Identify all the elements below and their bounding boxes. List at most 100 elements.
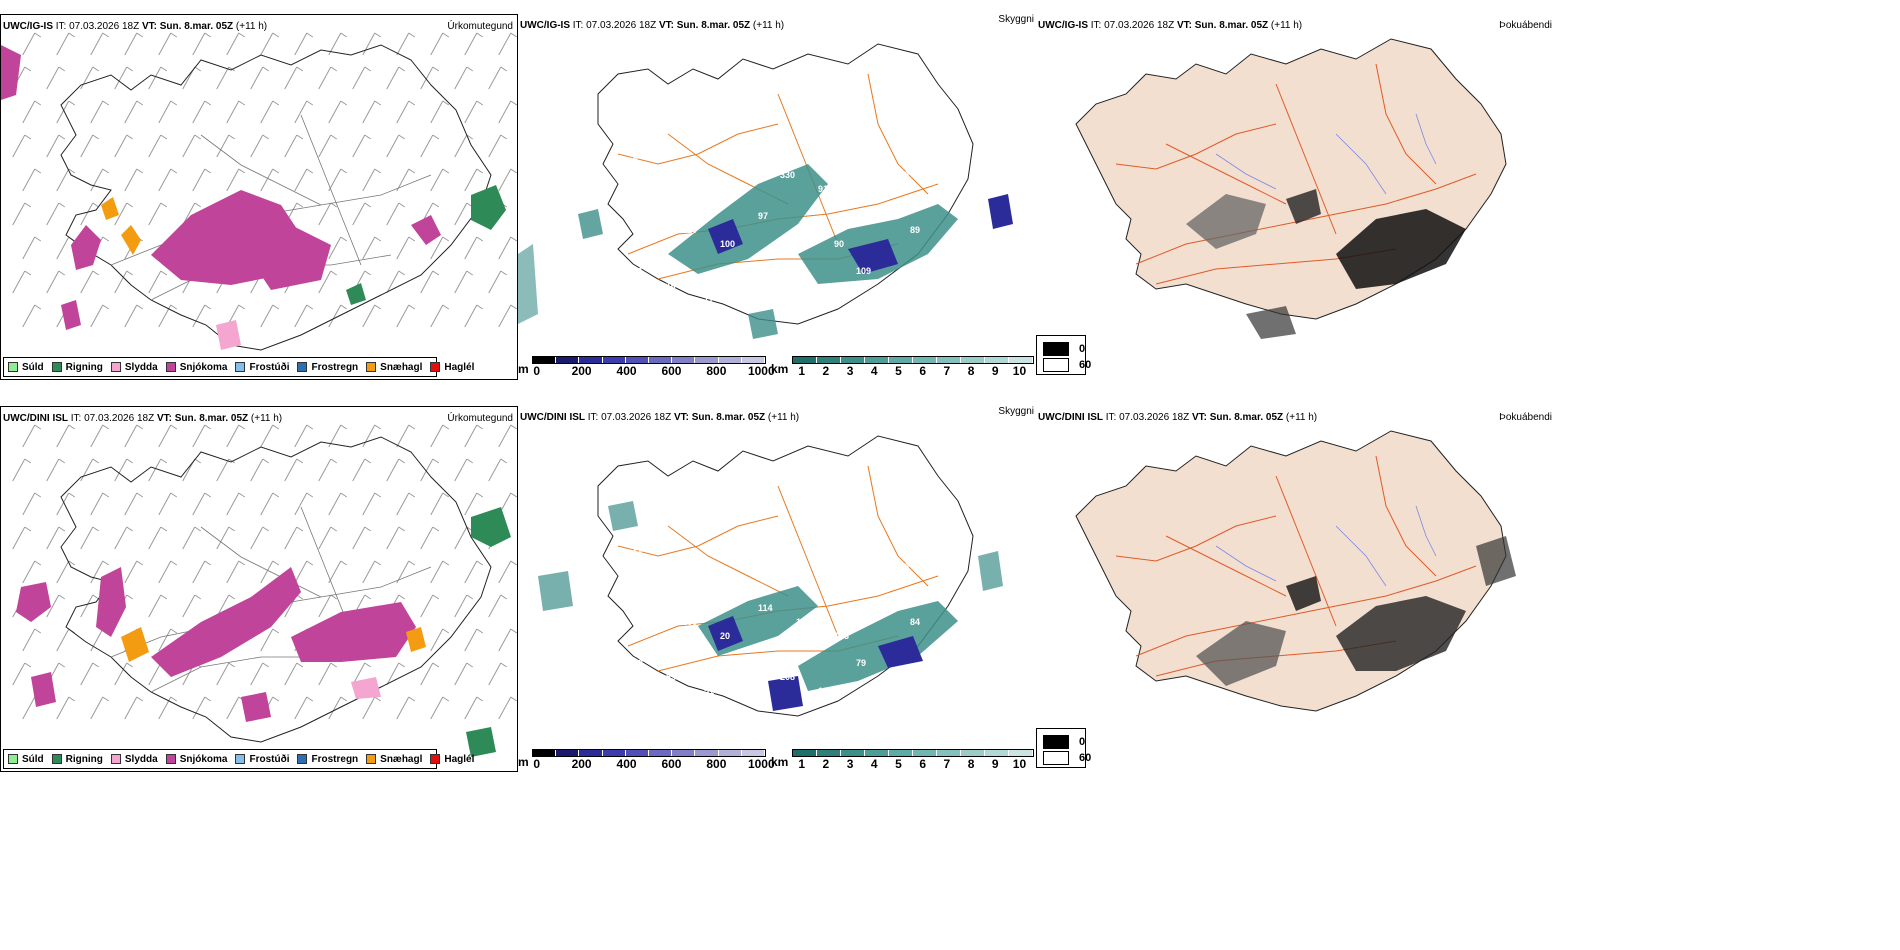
wind-barb	[294, 492, 314, 516]
visibility-value-label: 69	[894, 672, 904, 682]
wind-barb	[386, 662, 406, 686]
visibility-value-label: 114	[628, 548, 643, 558]
wind-barb	[124, 424, 144, 448]
wind-barb	[430, 32, 450, 56]
wind-barb	[12, 458, 32, 482]
visibility-value-label: 31	[780, 280, 790, 290]
wind-barb	[22, 492, 42, 516]
visibility-value-label: 101	[872, 211, 887, 221]
wind-barb	[396, 696, 416, 720]
legend-swatch	[51, 362, 62, 372]
colorbar-segment	[817, 357, 841, 363]
wind-barb	[182, 526, 202, 550]
wind-barb	[46, 66, 66, 90]
wind-barb	[80, 270, 100, 294]
legend-swatch	[235, 362, 246, 372]
colorbar-tick-label: 7	[943, 757, 951, 771]
wind-barb	[454, 458, 474, 482]
wind-barb	[158, 168, 178, 192]
wind-barb	[90, 168, 110, 192]
fog-high-swatch	[1043, 342, 1069, 356]
wind-barb	[46, 526, 66, 550]
legend-label: Rigning	[65, 361, 103, 373]
legend-item: Frostúði	[235, 362, 289, 373]
wind-barb	[498, 424, 517, 448]
visibility-value-label: 101	[682, 335, 697, 345]
visibility-map: 114 229 371 376 587 103 121 320 408 195 160 20 114 10…	[538, 435, 1003, 717]
visibility-value-label: 97	[758, 211, 768, 221]
visibility-areas	[538, 501, 1003, 711]
wind-barb	[56, 492, 76, 516]
wind-barb	[396, 168, 416, 192]
visibility-panel-top: UWC/IG-IS IT: 07.03.2026 18Z VT: Sun. 8.…	[518, 14, 1036, 380]
wind-barb	[328, 560, 348, 584]
colorbar-segment	[793, 750, 817, 756]
wind-barb	[216, 134, 236, 158]
colorbar-tick-label: 600	[661, 757, 682, 771]
colorbar-tick-label: 600	[661, 364, 682, 378]
wind-barb	[114, 270, 134, 294]
colorbar-segment	[672, 750, 696, 756]
panel-title: Úrkomutegund	[447, 21, 513, 32]
fog-legend-bottom: 0 60	[1036, 728, 1091, 768]
wind-barb	[362, 100, 382, 124]
wind-barb	[114, 66, 134, 90]
wind-barb	[386, 202, 406, 226]
wind-barb	[328, 492, 348, 516]
colorbar-tick-label: 400	[616, 757, 637, 771]
vis-m-unit: m	[518, 755, 529, 769]
legend-label: Rigning	[65, 753, 103, 765]
wind-barb	[124, 560, 144, 584]
wind-barb	[362, 560, 382, 584]
wind-barb	[22, 168, 42, 192]
legend-label: Slydda	[124, 361, 158, 373]
visibility-value-label: 97	[628, 156, 638, 166]
wind-barb	[192, 696, 212, 720]
wind-barb	[90, 100, 110, 124]
colorbar-tick-label: 8	[967, 757, 975, 771]
visibility-value-label: 208	[780, 672, 795, 682]
visibility-value-label: 103	[818, 576, 833, 586]
visibility-value-label: 111	[948, 631, 962, 641]
wind-barb	[114, 202, 134, 226]
wind-barb	[498, 304, 517, 328]
wind-barb	[498, 628, 517, 652]
visibility-value-label: 114	[758, 603, 773, 613]
wind-barb	[124, 492, 144, 516]
wind-barb	[464, 628, 484, 652]
wind-barb	[454, 134, 474, 158]
wind-barb	[148, 66, 168, 90]
wind-barb	[396, 236, 416, 260]
wind-barb	[362, 236, 382, 260]
colorbar-segment	[625, 357, 650, 363]
visibility-value-label: 121	[856, 548, 871, 558]
colorbar-segment	[961, 750, 985, 756]
wind-barb	[80, 134, 100, 158]
colorbar-tick-label: 0	[533, 757, 541, 771]
colorbar-segment	[865, 750, 889, 756]
precip-type-legend: Súld Rigning Slydda Snjókoma Frostúði Frostre…	[3, 749, 474, 769]
colorbar-tick-label: 10	[1012, 757, 1027, 771]
legend-label: Snjókoma	[179, 753, 228, 765]
wind-barb	[80, 202, 100, 226]
visibility-value-label: 120	[682, 225, 697, 235]
wind-barb	[22, 236, 42, 260]
visibility-value-label: 329	[704, 184, 719, 194]
wind-barb	[420, 594, 440, 618]
colorbar-tick-label: 1	[798, 757, 806, 771]
wind-barb	[488, 270, 508, 294]
colorbar-tick-label: 4	[870, 757, 878, 771]
visibility-value-label: 376	[742, 548, 757, 558]
colorbar-segment	[913, 357, 937, 363]
wind-barb	[430, 236, 450, 260]
wind-barb	[124, 304, 144, 328]
colorbar-tick-label: 800	[706, 757, 727, 771]
wind-barb	[396, 560, 416, 584]
colorbar-segment	[741, 750, 766, 756]
wind-barb	[396, 100, 416, 124]
legend-item: Súld	[8, 362, 44, 373]
colorbar-tick-label: 0	[533, 364, 541, 378]
wind-barb	[226, 100, 246, 124]
wind-barb	[260, 100, 280, 124]
wind-barb	[90, 424, 110, 448]
